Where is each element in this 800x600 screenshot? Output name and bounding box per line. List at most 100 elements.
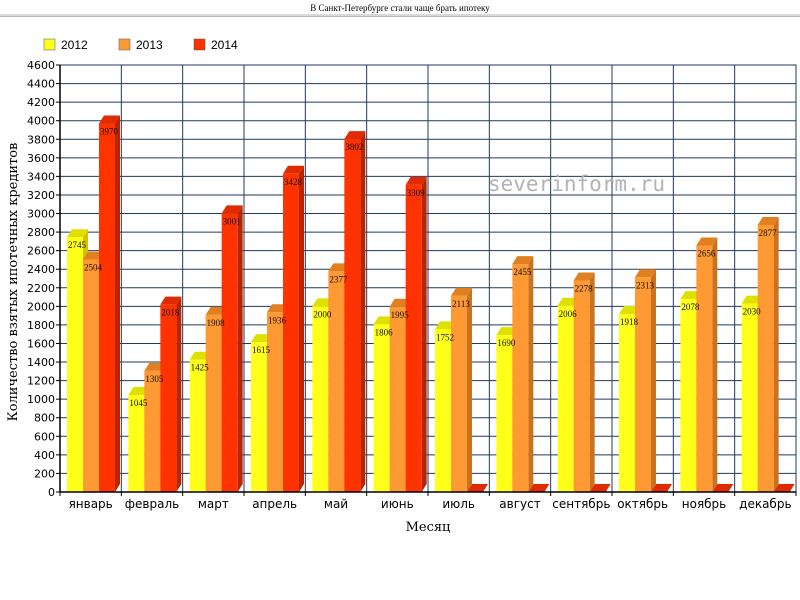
y-tick-label: 1000 xyxy=(27,393,55,406)
data-label: 1806 xyxy=(375,327,394,337)
bar xyxy=(344,131,366,493)
bar-front xyxy=(557,305,574,492)
bar-top xyxy=(251,334,272,343)
bar-front xyxy=(573,280,590,492)
bar xyxy=(467,484,488,492)
x-tick-label: май xyxy=(324,497,348,511)
legend-label: 2012 xyxy=(61,38,88,52)
bar-front xyxy=(99,123,115,492)
bar-front xyxy=(128,394,145,492)
data-label: 2000 xyxy=(313,309,332,319)
bar xyxy=(757,216,779,493)
y-tick-label: 3800 xyxy=(27,133,55,146)
bar-top xyxy=(496,327,518,336)
bar-side xyxy=(528,256,534,492)
data-label: 2877 xyxy=(759,228,778,238)
y-tick-label: 4400 xyxy=(27,78,55,91)
bar-front xyxy=(205,314,222,492)
data-label: 1995 xyxy=(391,310,410,320)
bar-top xyxy=(144,362,166,371)
x-tick-label: февраль xyxy=(125,497,179,511)
bar-front xyxy=(221,213,238,493)
bar-top xyxy=(696,237,718,246)
bar-front xyxy=(389,306,406,492)
data-label: 3428 xyxy=(284,177,303,187)
legend-swatch xyxy=(118,38,131,51)
bar-top xyxy=(67,229,88,238)
bar xyxy=(589,484,611,492)
legend-label: 2013 xyxy=(136,38,163,52)
bars xyxy=(67,115,795,493)
bar-top xyxy=(344,131,366,140)
bar-side xyxy=(237,205,243,493)
data-label: 3001 xyxy=(223,216,241,226)
x-tick-label: апрель xyxy=(252,497,297,511)
data-label: 3309 xyxy=(407,188,426,198)
bar-front xyxy=(344,139,361,493)
data-label: 2377 xyxy=(329,274,348,284)
bar-top xyxy=(267,304,288,313)
bar-top xyxy=(373,316,395,325)
bar-top xyxy=(221,205,243,214)
data-label: 3970 xyxy=(100,126,119,136)
bar-top xyxy=(451,287,472,296)
x-tick-label: июнь xyxy=(381,497,414,511)
bar-top xyxy=(651,484,672,492)
bar xyxy=(283,165,304,492)
bar-top xyxy=(512,256,534,265)
bar xyxy=(528,484,550,492)
bar-side xyxy=(360,131,366,493)
data-label: 2455 xyxy=(513,267,532,277)
axes: 0 200 400 600 800 1000 1200 1400 1600 1800 2000 220… xyxy=(27,59,797,511)
bar-front xyxy=(267,312,283,492)
data-label: 2278 xyxy=(575,284,594,294)
bar-front xyxy=(757,224,774,493)
data-label: 1425 xyxy=(191,363,210,373)
watermark-text: severinform.ru xyxy=(488,172,665,196)
data-label: 1908 xyxy=(207,318,226,328)
bar xyxy=(512,256,534,492)
y-tick-label: 0 xyxy=(48,486,55,499)
bar-top xyxy=(557,297,579,306)
x-tick-label: сентябрь xyxy=(552,497,610,511)
y-tick-label: 2600 xyxy=(27,245,55,258)
bar-front xyxy=(328,271,345,492)
bar-top xyxy=(389,298,411,307)
y-tick-label: 2400 xyxy=(27,263,55,276)
bar xyxy=(696,237,718,492)
data-label: 1615 xyxy=(252,345,271,355)
legend: 2012 2013 2014 xyxy=(43,38,238,52)
bar-side xyxy=(712,237,718,492)
y-tick-label: 2200 xyxy=(27,282,55,295)
bar-front xyxy=(635,277,651,492)
bar xyxy=(712,484,734,492)
bar-front xyxy=(67,237,83,492)
data-label: 2656 xyxy=(697,248,716,258)
data-label: 1918 xyxy=(620,317,639,327)
chart-title: В Санкт-Петербурге стали чаще брать ипот… xyxy=(310,3,490,13)
bar-top xyxy=(189,351,211,360)
bar-front xyxy=(251,342,267,492)
bar xyxy=(773,484,795,492)
data-label: 2078 xyxy=(681,302,700,312)
bar xyxy=(221,205,243,493)
data-label: 1045 xyxy=(129,398,148,408)
bar-top xyxy=(757,216,779,225)
bar-front xyxy=(144,370,161,492)
bar-side xyxy=(467,287,472,492)
bar-front xyxy=(741,303,758,492)
data-label: 2745 xyxy=(68,240,87,250)
bar-top xyxy=(435,321,456,330)
y-tick-label: 1200 xyxy=(27,375,55,388)
legend-label: 2014 xyxy=(211,38,238,52)
y-tick-label: 4200 xyxy=(27,96,55,109)
data-label: 2006 xyxy=(559,309,578,319)
data-label: 2018 xyxy=(161,308,180,318)
data-label: 2313 xyxy=(636,280,655,290)
bar-top xyxy=(573,272,595,281)
bar-front xyxy=(496,335,513,492)
bar-top xyxy=(205,306,227,315)
x-axis-title: Месяц xyxy=(406,520,451,535)
x-tick-label: август xyxy=(499,497,540,511)
bar-top xyxy=(467,484,488,492)
